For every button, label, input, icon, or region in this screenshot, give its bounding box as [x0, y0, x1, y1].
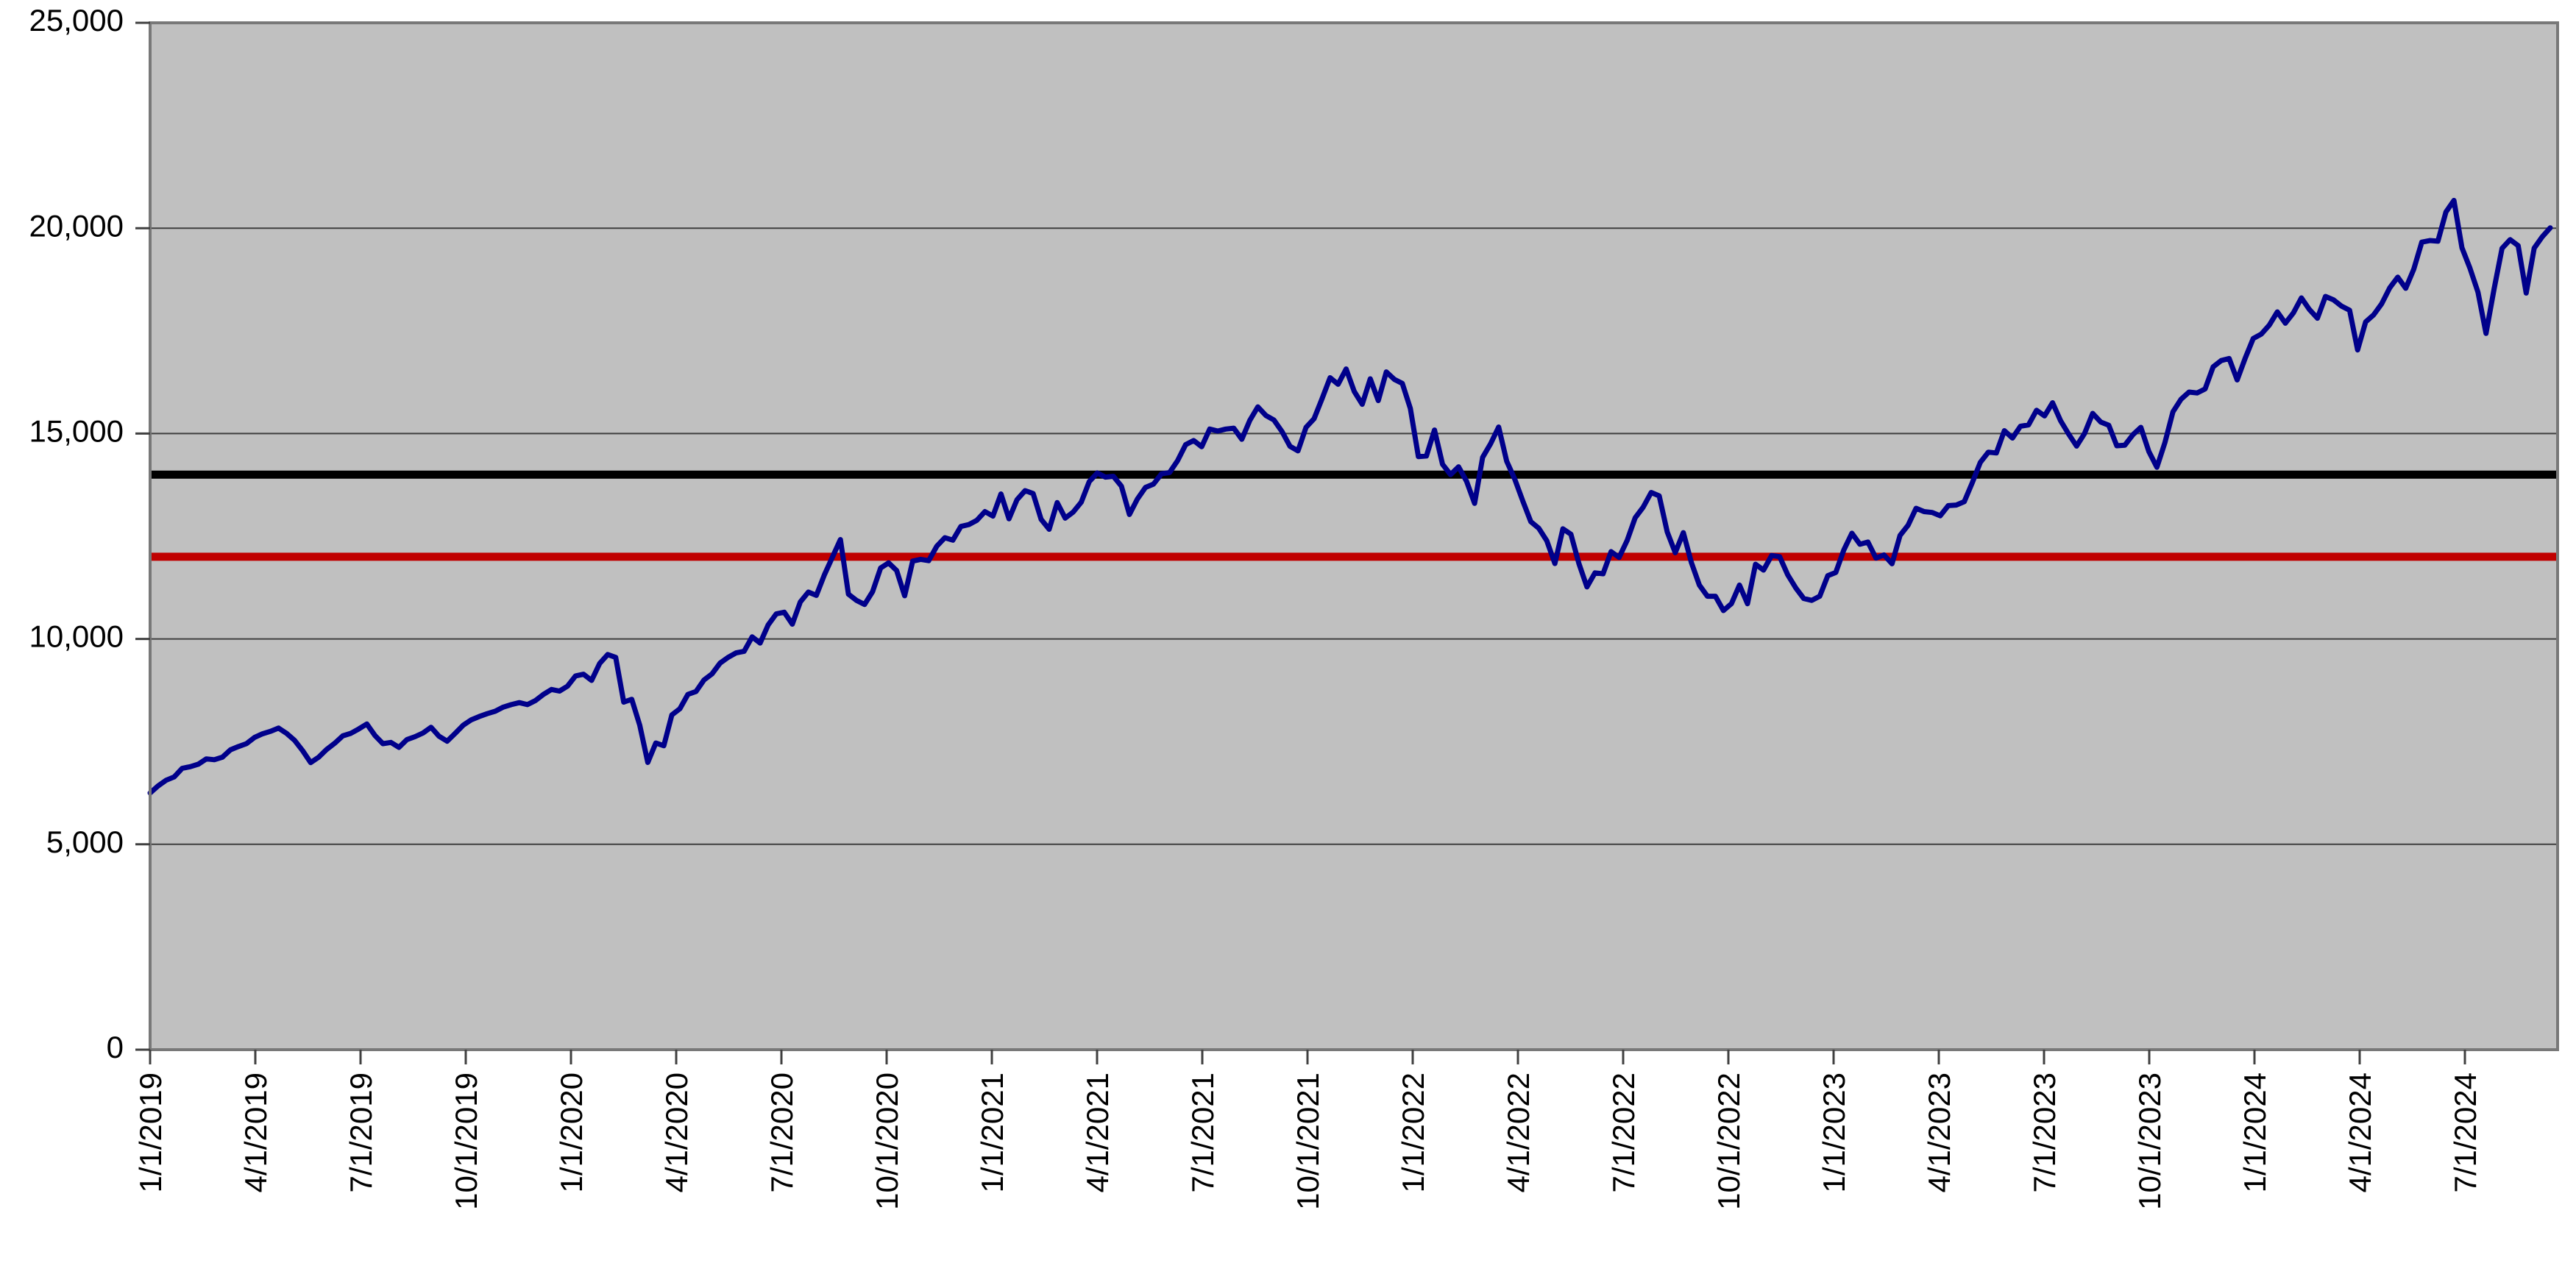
y-axis-label: 20,000: [29, 208, 124, 243]
x-axis-label: 4/1/2021: [1080, 1072, 1115, 1193]
x-axis-label: 1/1/2024: [2238, 1072, 2272, 1193]
x-axis-label: 10/1/2021: [1291, 1072, 1325, 1210]
index-value-line: [147, 198, 2553, 796]
x-axis-label: 4/1/2019: [238, 1072, 273, 1193]
series-layer: [147, 198, 2553, 796]
x-axis-label: 1/1/2021: [975, 1072, 1010, 1193]
x-axis-label: 1/1/2022: [1396, 1072, 1430, 1193]
y-axis-label: 25,000: [29, 3, 124, 38]
x-axis-label: 1/1/2023: [1817, 1072, 1851, 1193]
x-axis-label: 4/1/2022: [1501, 1072, 1536, 1193]
reference-line-layer: [150, 470, 2558, 561]
x-axis-label: 1/1/2020: [554, 1072, 589, 1193]
x-axis-label: 10/1/2019: [449, 1072, 483, 1210]
y-axis-label-layer: 0 5,000 10,000 15,000 20,000 25,000: [29, 3, 124, 1064]
x-axis-label: 7/1/2021: [1185, 1072, 1220, 1193]
x-axis-label: 7/1/2020: [764, 1072, 799, 1193]
y-axis-label: 15,000: [29, 413, 124, 448]
y-axis-label: 5,000: [46, 825, 124, 859]
plot-border-layer: [149, 21, 2559, 1051]
x-axis-label: 7/1/2024: [2448, 1072, 2483, 1193]
x-axis-label-layer: 1/1/2019 4/1/2019 7/1/2019 10/1/2019 1/1/202…: [133, 1072, 2483, 1210]
plot-border: [149, 21, 2559, 1051]
plot-background-layer: [150, 23, 2558, 1050]
x-axis-label: 4/1/2020: [659, 1072, 694, 1193]
axis-tick-layer: [135, 21, 2466, 1064]
x-axis-label: 10/1/2023: [2132, 1072, 2167, 1210]
x-axis-label: 4/1/2024: [2343, 1072, 2377, 1193]
plot-area: [150, 23, 2558, 1050]
y-axis-label: 0: [107, 1030, 124, 1064]
x-axis-label: 7/1/2023: [2027, 1072, 2062, 1193]
x-axis-label: 7/1/2022: [1606, 1072, 1641, 1193]
y-axis-label: 10,000: [29, 619, 124, 654]
x-axis-label: 4/1/2023: [1922, 1072, 1956, 1193]
x-axis-label: 10/1/2022: [1711, 1072, 1746, 1210]
x-axis-label: 1/1/2019: [133, 1072, 168, 1193]
x-axis-label: 10/1/2020: [870, 1072, 904, 1210]
x-axis-label: 7/1/2019: [344, 1072, 378, 1193]
